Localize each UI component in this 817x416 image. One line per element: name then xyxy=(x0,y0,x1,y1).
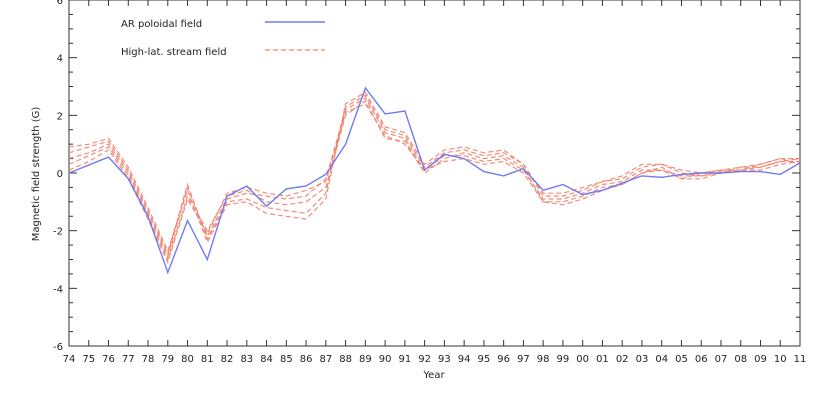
x-tick-label: 10 xyxy=(774,354,787,365)
x-tick-label: 86 xyxy=(300,354,313,365)
x-tick-label: 87 xyxy=(319,354,332,365)
x-axis-title: Year xyxy=(422,370,445,381)
x-tick-label: 91 xyxy=(398,354,411,365)
x-tick-label: 82 xyxy=(221,354,234,365)
y-tick-label: 0 xyxy=(57,169,63,180)
x-tick-label: 02 xyxy=(616,354,629,365)
y-tick-label: 6 xyxy=(57,0,63,7)
x-tick-label: 93 xyxy=(438,354,451,365)
x-tick-label: 11 xyxy=(794,354,807,365)
x-tick-label: 94 xyxy=(458,354,471,365)
series-line-high-lat-stream-field-member-5 xyxy=(68,91,800,253)
x-tick-label: 77 xyxy=(122,354,135,365)
x-tick-label: 00 xyxy=(576,354,589,365)
legend-label-high-lat-stream-field: High-lat. stream field xyxy=(121,47,227,58)
y-tick-label: -6 xyxy=(53,342,63,353)
x-tick-label: 90 xyxy=(379,354,392,365)
x-tick-label: 01 xyxy=(596,354,609,365)
y-tick-label: -4 xyxy=(53,284,63,295)
y-tick-label: 2 xyxy=(57,111,63,122)
x-tick-label: 92 xyxy=(418,354,431,365)
series-line-high-lat-stream-field-member-3 xyxy=(68,94,801,256)
legend: AR poloidal field High-lat. stream field xyxy=(121,19,325,58)
x-tick-label: 85 xyxy=(280,354,293,365)
x-tick-label: 83 xyxy=(240,354,253,365)
x-tick-label: 07 xyxy=(715,354,728,365)
x-tick-label: 89 xyxy=(359,354,372,365)
x-tick-label: 95 xyxy=(478,354,491,365)
x-tick-label: 06 xyxy=(695,354,708,365)
x-tick-label: 74 xyxy=(63,354,76,365)
y-tick-label: -2 xyxy=(53,227,63,238)
series-line-ar-poloidal-field xyxy=(68,86,801,275)
x-tick-label: 08 xyxy=(734,354,747,365)
legend-label-ar-poloidal-field: AR poloidal field xyxy=(121,19,202,30)
x-tick-label: 75 xyxy=(82,354,95,365)
x-tick-label: 84 xyxy=(260,354,273,365)
x-tick-label: 88 xyxy=(339,354,352,365)
x-tick-label: 78 xyxy=(142,354,155,365)
x-tick-label: 97 xyxy=(517,354,530,365)
x-tick-label: 09 xyxy=(754,354,767,365)
x-tick-label: 79 xyxy=(161,354,174,365)
plot-axes: 74 75 76 77 78 79 80 81 82 83 84 85 86 87 88 89 90 91 92 93… xyxy=(53,0,806,365)
series-line-high-lat-stream-field-member-1 xyxy=(68,97,800,259)
x-tick-label: 99 xyxy=(557,354,570,365)
y-tick-label: 4 xyxy=(57,54,63,65)
x-tick-label: 05 xyxy=(675,354,688,365)
x-tick-label: 96 xyxy=(497,354,510,365)
series-layer xyxy=(68,86,801,275)
series-line-high-lat-stream-field-member-4 xyxy=(68,103,801,265)
x-tick-label: 76 xyxy=(102,354,115,365)
x-tick-label: 80 xyxy=(181,354,194,365)
x-tick-label: 98 xyxy=(537,354,550,365)
x-tick-label: 81 xyxy=(201,354,214,365)
y-axis-title: Magnetic field strength (G) xyxy=(31,107,42,242)
x-tick-label: 04 xyxy=(655,354,668,365)
series-line-high-lat-stream-field-member-2 xyxy=(68,100,801,262)
x-tick-label: 03 xyxy=(636,354,649,365)
